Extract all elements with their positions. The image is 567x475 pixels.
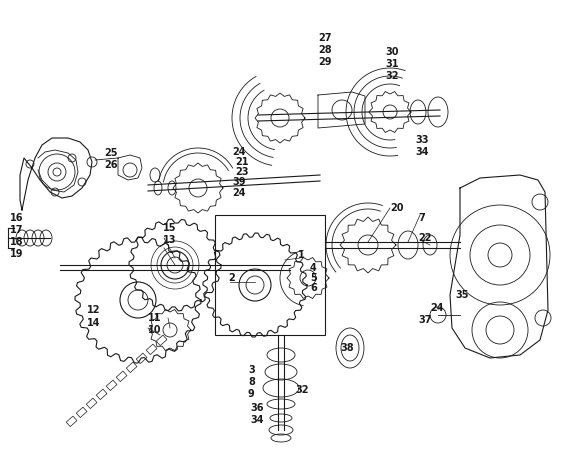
Text: 37: 37 xyxy=(418,315,431,325)
Text: 13: 13 xyxy=(163,235,176,245)
Text: 30: 30 xyxy=(385,47,399,57)
Text: 38: 38 xyxy=(340,343,354,353)
Text: 10: 10 xyxy=(148,325,162,335)
Bar xyxy=(96,389,107,399)
Bar xyxy=(66,416,77,427)
Text: 20: 20 xyxy=(390,203,404,213)
Bar xyxy=(77,407,87,418)
Bar xyxy=(126,362,137,372)
Text: 12: 12 xyxy=(87,305,100,315)
Text: 36: 36 xyxy=(250,403,264,413)
Text: 19: 19 xyxy=(10,249,23,259)
Text: 32: 32 xyxy=(385,71,399,81)
Text: 16: 16 xyxy=(10,213,23,223)
Bar xyxy=(136,353,147,363)
Text: 23: 23 xyxy=(235,167,248,177)
Text: 34: 34 xyxy=(250,415,264,425)
Text: 34: 34 xyxy=(415,147,429,157)
Text: 2: 2 xyxy=(228,273,235,283)
Text: 29: 29 xyxy=(318,57,332,67)
Text: 22: 22 xyxy=(418,233,431,243)
Text: 3: 3 xyxy=(248,365,255,375)
Text: 39: 39 xyxy=(232,177,246,187)
Bar xyxy=(146,344,157,354)
Text: 17: 17 xyxy=(10,225,23,235)
Text: 27: 27 xyxy=(318,33,332,43)
Text: 14: 14 xyxy=(87,318,100,328)
Text: 11: 11 xyxy=(148,313,162,323)
Text: 25: 25 xyxy=(104,148,118,158)
Bar xyxy=(116,371,127,381)
Text: 8: 8 xyxy=(248,377,255,387)
Text: 32: 32 xyxy=(295,385,308,395)
Text: 15: 15 xyxy=(163,223,176,233)
Text: 24: 24 xyxy=(232,147,246,157)
Text: 1: 1 xyxy=(298,250,304,260)
Text: 26: 26 xyxy=(104,160,118,170)
Text: 31: 31 xyxy=(385,59,399,69)
Text: 5: 5 xyxy=(310,273,317,283)
Text: 6: 6 xyxy=(310,283,317,293)
Text: 24: 24 xyxy=(430,303,443,313)
Bar xyxy=(215,215,325,335)
Text: 9: 9 xyxy=(248,389,255,399)
Bar xyxy=(86,398,97,408)
Text: 4: 4 xyxy=(310,263,317,273)
Text: 35: 35 xyxy=(455,290,468,300)
Text: 21: 21 xyxy=(235,157,248,167)
Text: 18: 18 xyxy=(10,237,24,247)
Bar xyxy=(106,380,117,390)
Text: 24: 24 xyxy=(232,188,246,198)
Text: 28: 28 xyxy=(318,45,332,55)
Text: 33: 33 xyxy=(415,135,429,145)
Text: 7: 7 xyxy=(418,213,425,223)
Bar xyxy=(156,335,167,346)
